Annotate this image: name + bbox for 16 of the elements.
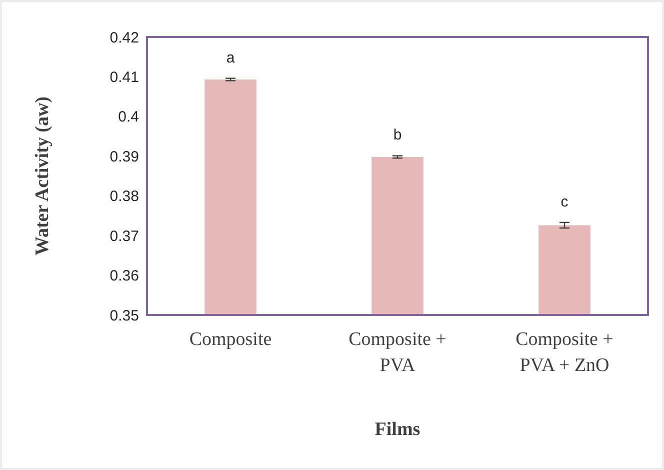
- x-axis-title: Films: [374, 419, 420, 440]
- annotation: b: [393, 126, 402, 144]
- x-tick-label: Composite + PVA: [348, 329, 446, 376]
- y-tick-label: 0.37: [110, 228, 139, 245]
- y-tick-label: 0.35: [110, 307, 139, 324]
- y-axis-title: Water Activity (aw): [32, 96, 53, 256]
- y-tick-label: 0.4: [118, 108, 139, 126]
- annotation: c: [560, 193, 569, 210]
- y-tick-label: 0.36: [110, 268, 139, 285]
- x-tick-label: Composite: [189, 329, 272, 350]
- x-tick-label: Composite + PVA + ZnO: [516, 329, 614, 376]
- y-tick-label: 0.42: [110, 29, 139, 46]
- y-tick-label: 0.38: [110, 188, 139, 206]
- y-tick-label: 0.41: [110, 68, 139, 86]
- annotation: a: [226, 49, 236, 66]
- y-tick-label: 0.39: [110, 148, 139, 166]
